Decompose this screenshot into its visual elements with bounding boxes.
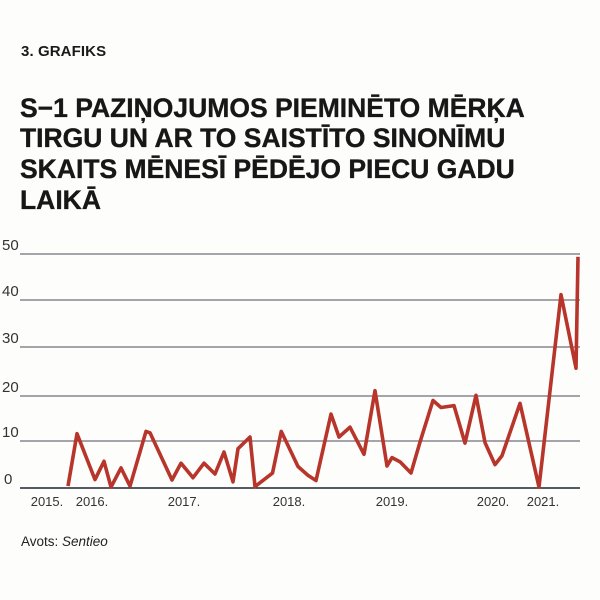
svg-text:2020.: 2020. <box>477 494 510 509</box>
svg-text:0: 0 <box>4 471 12 488</box>
svg-text:2019.: 2019. <box>376 494 409 509</box>
svg-text:2016.: 2016. <box>76 494 109 509</box>
svg-text:40: 40 <box>2 283 19 300</box>
svg-text:20: 20 <box>2 379 19 396</box>
svg-text:2021.: 2021. <box>527 494 560 509</box>
svg-text:50: 50 <box>2 237 19 254</box>
svg-text:30: 30 <box>2 330 19 347</box>
svg-text:2017.: 2017. <box>168 494 201 509</box>
svg-text:2018.: 2018. <box>273 494 306 509</box>
svg-text:10: 10 <box>2 424 19 441</box>
svg-text:2015.: 2015. <box>31 494 64 509</box>
